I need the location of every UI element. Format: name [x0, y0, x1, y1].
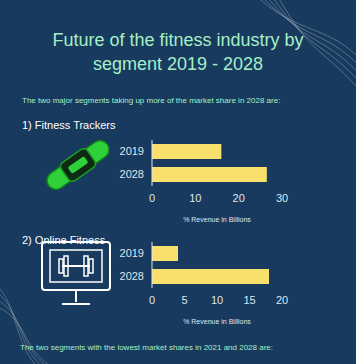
svg-text:10: 10 — [211, 294, 223, 306]
html-text:Future of the fitness industry: Future of the fitness industry by segmen… — [52, 30, 304, 74]
svg-text:2028: 2028 — [120, 168, 144, 180]
svg-text:2028: 2028 — [120, 270, 144, 282]
svg-text:0: 0 — [149, 192, 155, 204]
svg-text:15: 15 — [243, 294, 255, 306]
svg-text:0: 0 — [149, 294, 155, 306]
svg-text:30: 30 — [276, 192, 288, 204]
svg-text:2019: 2019 — [120, 247, 144, 259]
svg-text:2019: 2019 — [120, 145, 144, 157]
svg-text:5: 5 — [181, 294, 187, 306]
svg-text:% Revenue in Billions: % Revenue in Billions — [183, 216, 251, 223]
svg-text:20: 20 — [233, 192, 245, 204]
html-text:1) Fitness Trackers: 1) Fitness Trackers — [22, 119, 116, 131]
html-text:The two segments with the lowe: The two segments with the lowest market … — [20, 343, 273, 352]
html-text:The two major segments taking: The two major segments taking up more of… — [22, 96, 281, 105]
svg-text:10: 10 — [189, 192, 201, 204]
html-text:2) Online Fitness: 2) Online Fitness — [22, 234, 106, 246]
svg-text:% Revenue in Billions: % Revenue in Billions — [183, 318, 251, 325]
svg-text:20: 20 — [276, 294, 288, 306]
